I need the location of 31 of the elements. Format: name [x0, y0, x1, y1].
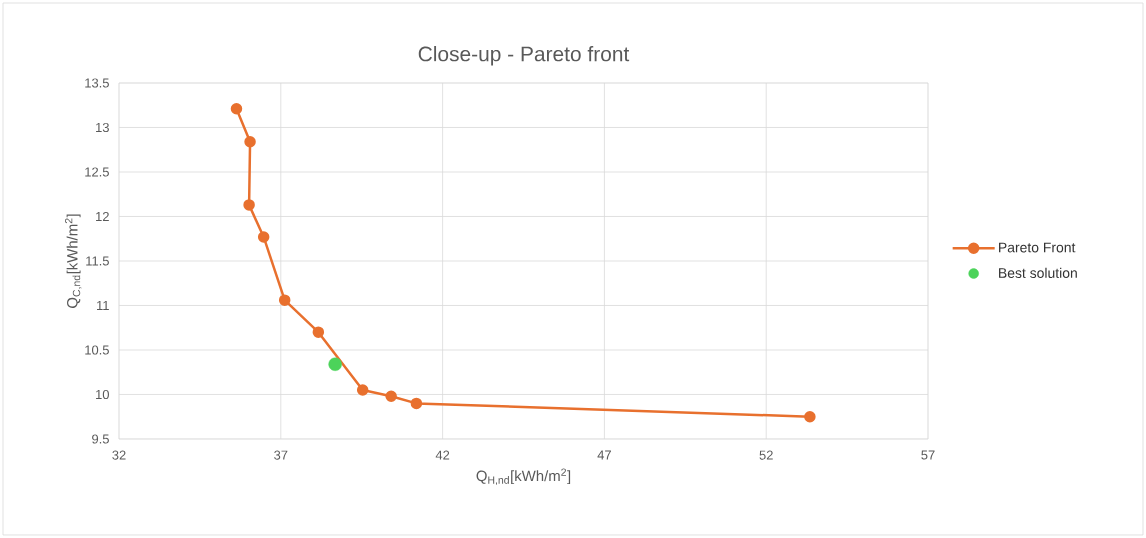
point	[356, 384, 369, 396]
x-axis-title: Q$_{H,nd}$[kWh/m$^{2}$]	[476, 468, 571, 486]
x-tick-label: 47	[597, 450, 611, 460]
x-tick-label: 57	[921, 450, 935, 460]
y-tick-label: 11.5	[86, 256, 109, 266]
x-tick-label: 32	[112, 450, 126, 460]
point	[230, 103, 243, 115]
legend-label: Best solution	[999, 267, 1077, 278]
point	[328, 357, 342, 371]
point	[244, 135, 256, 148]
chart-title: Close-up - Pareto front	[418, 45, 630, 66]
y-tick-label: 9.5	[92, 434, 109, 444]
x-tick-label: 37	[274, 450, 288, 460]
point	[410, 397, 423, 410]
y-tick-label: 13.5	[85, 78, 109, 88]
point	[243, 199, 255, 211]
point	[804, 410, 816, 423]
point	[312, 326, 325, 338]
x-tick-label: 42	[435, 450, 450, 460]
y-tick-label: 10	[96, 389, 109, 400]
y-tick-label: 12.5	[85, 167, 109, 177]
y-tick-label: 12	[96, 211, 109, 222]
legend-label: Pareto Front	[999, 242, 1076, 253]
y-tick-label: 10.5	[85, 345, 109, 355]
point	[385, 390, 397, 403]
point	[278, 294, 291, 306]
point	[257, 231, 270, 243]
y-axis-title: Q$_{C,nd}$[kWh/m$^{2}$]	[64, 214, 82, 308]
y-tick-label: 11	[97, 301, 109, 310]
x-tick-label: 52	[759, 450, 773, 460]
y-tick-label: 13	[96, 122, 109, 133]
